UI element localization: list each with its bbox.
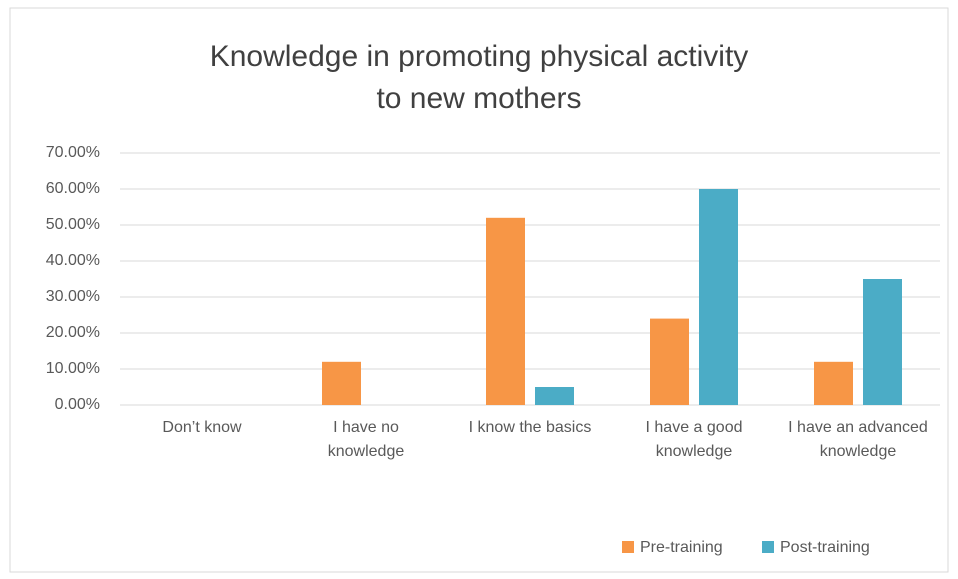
bar [322,361,361,405]
y-tick-label: 20.00% [46,324,100,341]
bar [863,279,902,405]
bar [814,361,853,405]
bar [486,217,525,405]
y-tick-label: 50.00% [46,216,100,233]
x-tick-label: I have a good knowledge [645,419,743,460]
bar [699,189,738,405]
chart-title: Knowledge in promoting physical activity… [209,40,749,115]
x-tick-label: I have an advanced knowledge [788,419,928,460]
y-tick-label: 70.00% [46,144,100,161]
chart-border [9,7,949,573]
legend-swatch [762,541,774,553]
y-tick-label: 30.00% [46,288,100,305]
legend-label: Post-training [780,539,870,556]
y-tick-label: 0.00% [55,396,100,413]
x-tick-label: I have no knowledge [327,419,405,460]
x-tick-label: Don’t know [162,419,242,436]
bar [535,387,574,405]
y-tick-label: 40.00% [46,252,100,269]
x-tick-label: I know the basics [468,419,592,436]
y-tick-label: 60.00% [46,180,100,197]
legend-label: Pre-training [640,539,723,556]
legend-swatch [622,541,634,553]
y-tick-label: 10.00% [46,360,100,377]
bar [650,318,689,405]
